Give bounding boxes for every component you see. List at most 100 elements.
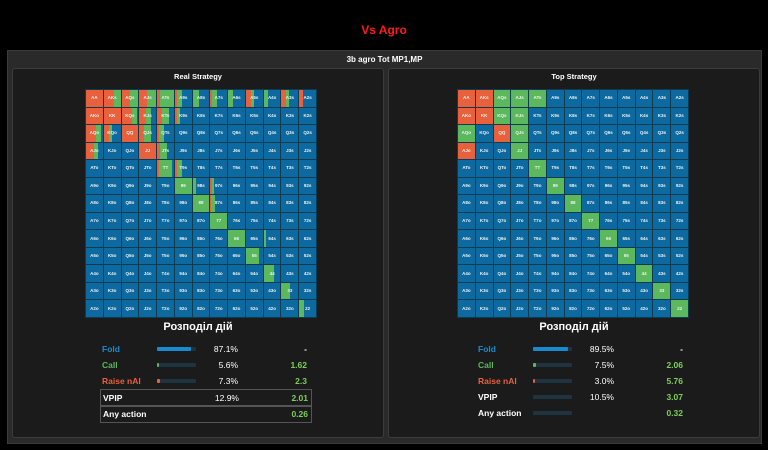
- hand-label: 93o: [551, 287, 560, 293]
- hand-label: J5o: [143, 252, 152, 258]
- hand-cell: AJs: [511, 90, 529, 107]
- hand-label: K7o: [107, 217, 117, 223]
- call-segment: [299, 300, 305, 317]
- hand-cell: T7s: [210, 160, 228, 177]
- hand-cell: QJo: [121, 142, 139, 160]
- hand-cell: 76o: [210, 230, 228, 247]
- hand-label: K4s: [639, 112, 649, 118]
- hand-cell: AKs: [103, 90, 121, 107]
- hand-cell: Q9s: [546, 125, 564, 142]
- hand-cell: QTs: [529, 125, 546, 142]
- hand-cell: 76s: [600, 212, 617, 230]
- hand-cell: KK: [475, 107, 493, 125]
- hand-label: A9o: [462, 182, 471, 188]
- hand-label: 33: [659, 287, 665, 293]
- hand-cell: 42s: [299, 265, 316, 282]
- hand-cell: 86o: [564, 230, 582, 247]
- hand-cell: T3o: [157, 282, 174, 300]
- hand-cell: 73s: [653, 212, 671, 230]
- stat-percent: 5.6%: [218, 360, 238, 370]
- hand-label: Q8s: [196, 130, 206, 136]
- raise-segment: [475, 107, 493, 125]
- call-segment: [131, 107, 137, 125]
- hand-label: AJo: [90, 147, 99, 153]
- hand-label: 43o: [268, 287, 276, 293]
- hand-cell: A2o: [458, 300, 475, 317]
- hand-label: 76o: [214, 235, 223, 241]
- hand-label: K9s: [179, 112, 188, 118]
- hand-label: 72s: [303, 217, 312, 223]
- hand-label: A5o: [90, 252, 99, 258]
- call-segment: [108, 125, 113, 142]
- hand-cell: A3s: [653, 90, 671, 107]
- hand-label: T9o: [161, 182, 170, 188]
- hand-label: K3s: [285, 112, 294, 118]
- hand-label: K8s: [568, 112, 578, 118]
- hand-label: A9s: [179, 95, 188, 101]
- hand-cell: Q5o: [493, 247, 511, 265]
- hand-cell: K9s: [546, 107, 564, 125]
- hand-label: 84o: [569, 270, 577, 276]
- hand-cell: 65o: [228, 247, 245, 265]
- hand-cell: KJs: [139, 107, 157, 125]
- hand-cell: 43o: [635, 282, 653, 300]
- hand-label: J2o: [143, 305, 152, 311]
- hand-cell: J2s: [671, 142, 688, 160]
- hand-cell: K6s: [228, 107, 245, 125]
- hand-cell: A6o: [86, 230, 103, 247]
- hand-cell: 87o: [564, 212, 582, 230]
- hand-cell: J5o: [511, 247, 529, 265]
- hand-cell: J9s: [546, 142, 564, 160]
- hand-cell: 85s: [245, 195, 263, 212]
- hand-cell: A7o: [458, 212, 475, 230]
- hand-cell: AJo: [86, 142, 103, 160]
- hand-label: 95s: [622, 182, 631, 188]
- hand-label: 96s: [604, 182, 613, 188]
- hand-label: J6s: [232, 147, 241, 153]
- hand-label: 88: [570, 200, 576, 206]
- stat-percent: 87.1%: [213, 344, 238, 354]
- hand-cell: K8o: [475, 195, 493, 212]
- hand-cell: K2o: [475, 300, 493, 317]
- hand-label: 65o: [232, 252, 241, 258]
- hand-cell: 52o: [617, 300, 635, 317]
- hand-cell: 52s: [299, 247, 316, 265]
- hand-cell: J5o: [139, 247, 157, 265]
- hand-label: A7o: [462, 217, 471, 223]
- call-segment: [511, 125, 529, 142]
- hand-cell: Q8o: [121, 195, 139, 212]
- hand-cell: Q7o: [121, 212, 139, 230]
- hand-label: JTs: [533, 147, 542, 153]
- hand-cell: 87s: [210, 195, 228, 212]
- hand-cell: K3o: [475, 282, 493, 300]
- hand-label: 66: [606, 235, 612, 241]
- hand-label: Q9s: [178, 130, 188, 136]
- hand-cell: 85o: [192, 247, 210, 265]
- hand-cell: K7s: [582, 107, 600, 125]
- stat-percent: 12.9%: [214, 393, 239, 403]
- hand-label: 65o: [604, 252, 613, 258]
- call-segment: [617, 247, 635, 265]
- call-segment: [212, 177, 214, 195]
- hand-cell: A9o: [458, 177, 475, 195]
- hand-cell: K4o: [475, 265, 493, 282]
- hand-label: J2s: [675, 147, 684, 153]
- hand-cell: 62s: [299, 230, 316, 247]
- hand-label: 52s: [303, 252, 312, 258]
- raise-segment: [157, 125, 159, 142]
- hand-cell: J6s: [600, 142, 617, 160]
- hand-label: 33: [287, 287, 293, 293]
- hand-cell: A4o: [86, 265, 103, 282]
- hand-label: 43o: [640, 287, 648, 293]
- hand-label: 97s: [215, 182, 223, 188]
- hand-cell: J5s: [245, 142, 263, 160]
- hand-cell: 98o: [174, 195, 192, 212]
- hand-label: A2o: [462, 305, 471, 311]
- hand-cell: 87o: [192, 212, 210, 230]
- hand-label: A4s: [639, 95, 649, 101]
- hand-label: Q4o: [497, 270, 507, 276]
- hand-label: Q4s: [267, 130, 277, 136]
- hand-label: A8o: [462, 200, 471, 206]
- hand-cell: T8s: [192, 160, 210, 177]
- hand-cell: 92o: [174, 300, 192, 317]
